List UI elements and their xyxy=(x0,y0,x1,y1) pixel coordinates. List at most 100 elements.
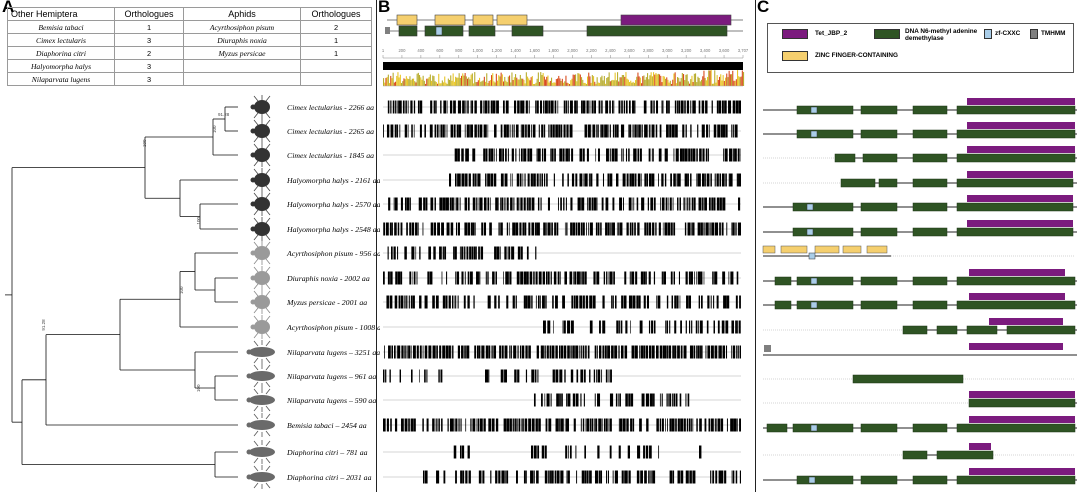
identity-bar xyxy=(570,80,572,86)
identity-bar xyxy=(603,76,605,86)
alignment-block xyxy=(477,124,479,138)
dna-domain xyxy=(956,129,1076,139)
alignment-block xyxy=(519,345,522,359)
identity-bar xyxy=(483,76,485,86)
alignment-block xyxy=(711,222,715,236)
alignment-block xyxy=(546,222,547,236)
alignment-block xyxy=(716,295,719,309)
insect-body xyxy=(254,100,270,114)
alignment-block xyxy=(606,271,608,285)
alignment-block xyxy=(498,148,502,162)
alignment-block xyxy=(732,222,735,236)
alignment-block xyxy=(544,124,546,138)
alignment-block xyxy=(733,418,737,432)
alignment-block xyxy=(442,246,444,260)
alignment-block xyxy=(505,100,509,114)
zinc-domain xyxy=(866,245,888,254)
alignment-block xyxy=(708,418,711,432)
dna-domain xyxy=(912,300,948,310)
alignment-block xyxy=(576,470,578,484)
alignment-block xyxy=(641,124,643,138)
dna-domain xyxy=(878,178,898,188)
identity-bar xyxy=(573,74,575,86)
divider-bc xyxy=(755,0,756,492)
alignment-block xyxy=(391,222,393,236)
alignment-block xyxy=(610,222,612,236)
consensus-bar xyxy=(383,62,743,70)
alignment-block xyxy=(628,295,633,309)
alignment-block xyxy=(673,173,676,187)
alignment-block xyxy=(536,345,539,359)
insect-body xyxy=(249,472,275,482)
alignment-block xyxy=(390,418,392,432)
alignment-block xyxy=(691,320,693,334)
alignment-block xyxy=(738,320,741,334)
alignment-block xyxy=(531,445,534,459)
alignment-block xyxy=(394,124,397,138)
alignment-block xyxy=(541,148,544,162)
alignment-block xyxy=(393,197,395,211)
alignment-block xyxy=(573,295,576,309)
alignment-block xyxy=(584,173,588,187)
alignment-block xyxy=(593,271,596,285)
dna-domain xyxy=(774,276,792,286)
identity-bar xyxy=(546,76,548,86)
identity-bar xyxy=(594,81,596,86)
alignment-block xyxy=(594,418,596,432)
ruler-label: 2,200 xyxy=(586,48,597,53)
alignment-block xyxy=(635,271,636,285)
identity-bar xyxy=(443,82,445,86)
alignment-block xyxy=(584,470,587,484)
alignment-block xyxy=(592,295,596,309)
alignment-block xyxy=(426,369,428,383)
alignment-block xyxy=(701,100,705,114)
identity-bar xyxy=(599,82,601,86)
identity-bar xyxy=(683,74,685,86)
alignment-block xyxy=(479,418,483,432)
alignment-block xyxy=(413,271,416,285)
identity-bar xyxy=(522,78,524,86)
alignment-block xyxy=(699,320,703,334)
identity-bar xyxy=(455,76,457,86)
alignment-block xyxy=(488,100,490,114)
alignment-block xyxy=(451,197,454,211)
insect-leg xyxy=(253,465,259,472)
alignment-block xyxy=(631,173,635,187)
identity-bar xyxy=(453,81,455,86)
dna-domain xyxy=(956,475,1076,485)
alignment-block xyxy=(432,418,435,432)
alignment-block xyxy=(515,148,517,162)
insect-head xyxy=(250,201,256,207)
identity-bar xyxy=(401,83,403,86)
alignment-block xyxy=(576,100,578,114)
alignment-block xyxy=(531,124,532,138)
alignment-block xyxy=(686,295,689,309)
alignment-block xyxy=(555,369,559,383)
alignment-block xyxy=(729,148,733,162)
alignment-block xyxy=(510,173,512,187)
alignment-block xyxy=(722,197,726,211)
alignment-block xyxy=(483,222,487,236)
alignment-block xyxy=(504,246,507,260)
alignment-block xyxy=(545,418,548,432)
alignment-block xyxy=(595,148,597,162)
table-row: Nilaparvata lugens 3 xyxy=(7,72,372,86)
alignment-block xyxy=(584,418,586,432)
identity-bar xyxy=(743,72,745,86)
alignment-block xyxy=(428,246,432,260)
identity-bar xyxy=(523,79,525,86)
alignment-block xyxy=(696,173,698,187)
alignment-block xyxy=(626,222,629,236)
tet-domain xyxy=(969,293,1065,300)
identity-bar xyxy=(487,82,489,86)
alignment-block xyxy=(644,124,648,138)
alignment-block xyxy=(576,271,580,285)
alignment-block xyxy=(700,222,703,236)
alignment-block xyxy=(633,148,637,162)
identity-bar xyxy=(396,75,398,86)
alignment-block xyxy=(724,470,727,484)
insect-leg xyxy=(253,388,259,395)
alignment-block xyxy=(560,197,562,211)
alignment-block xyxy=(543,173,546,187)
alignment-block xyxy=(467,295,470,309)
